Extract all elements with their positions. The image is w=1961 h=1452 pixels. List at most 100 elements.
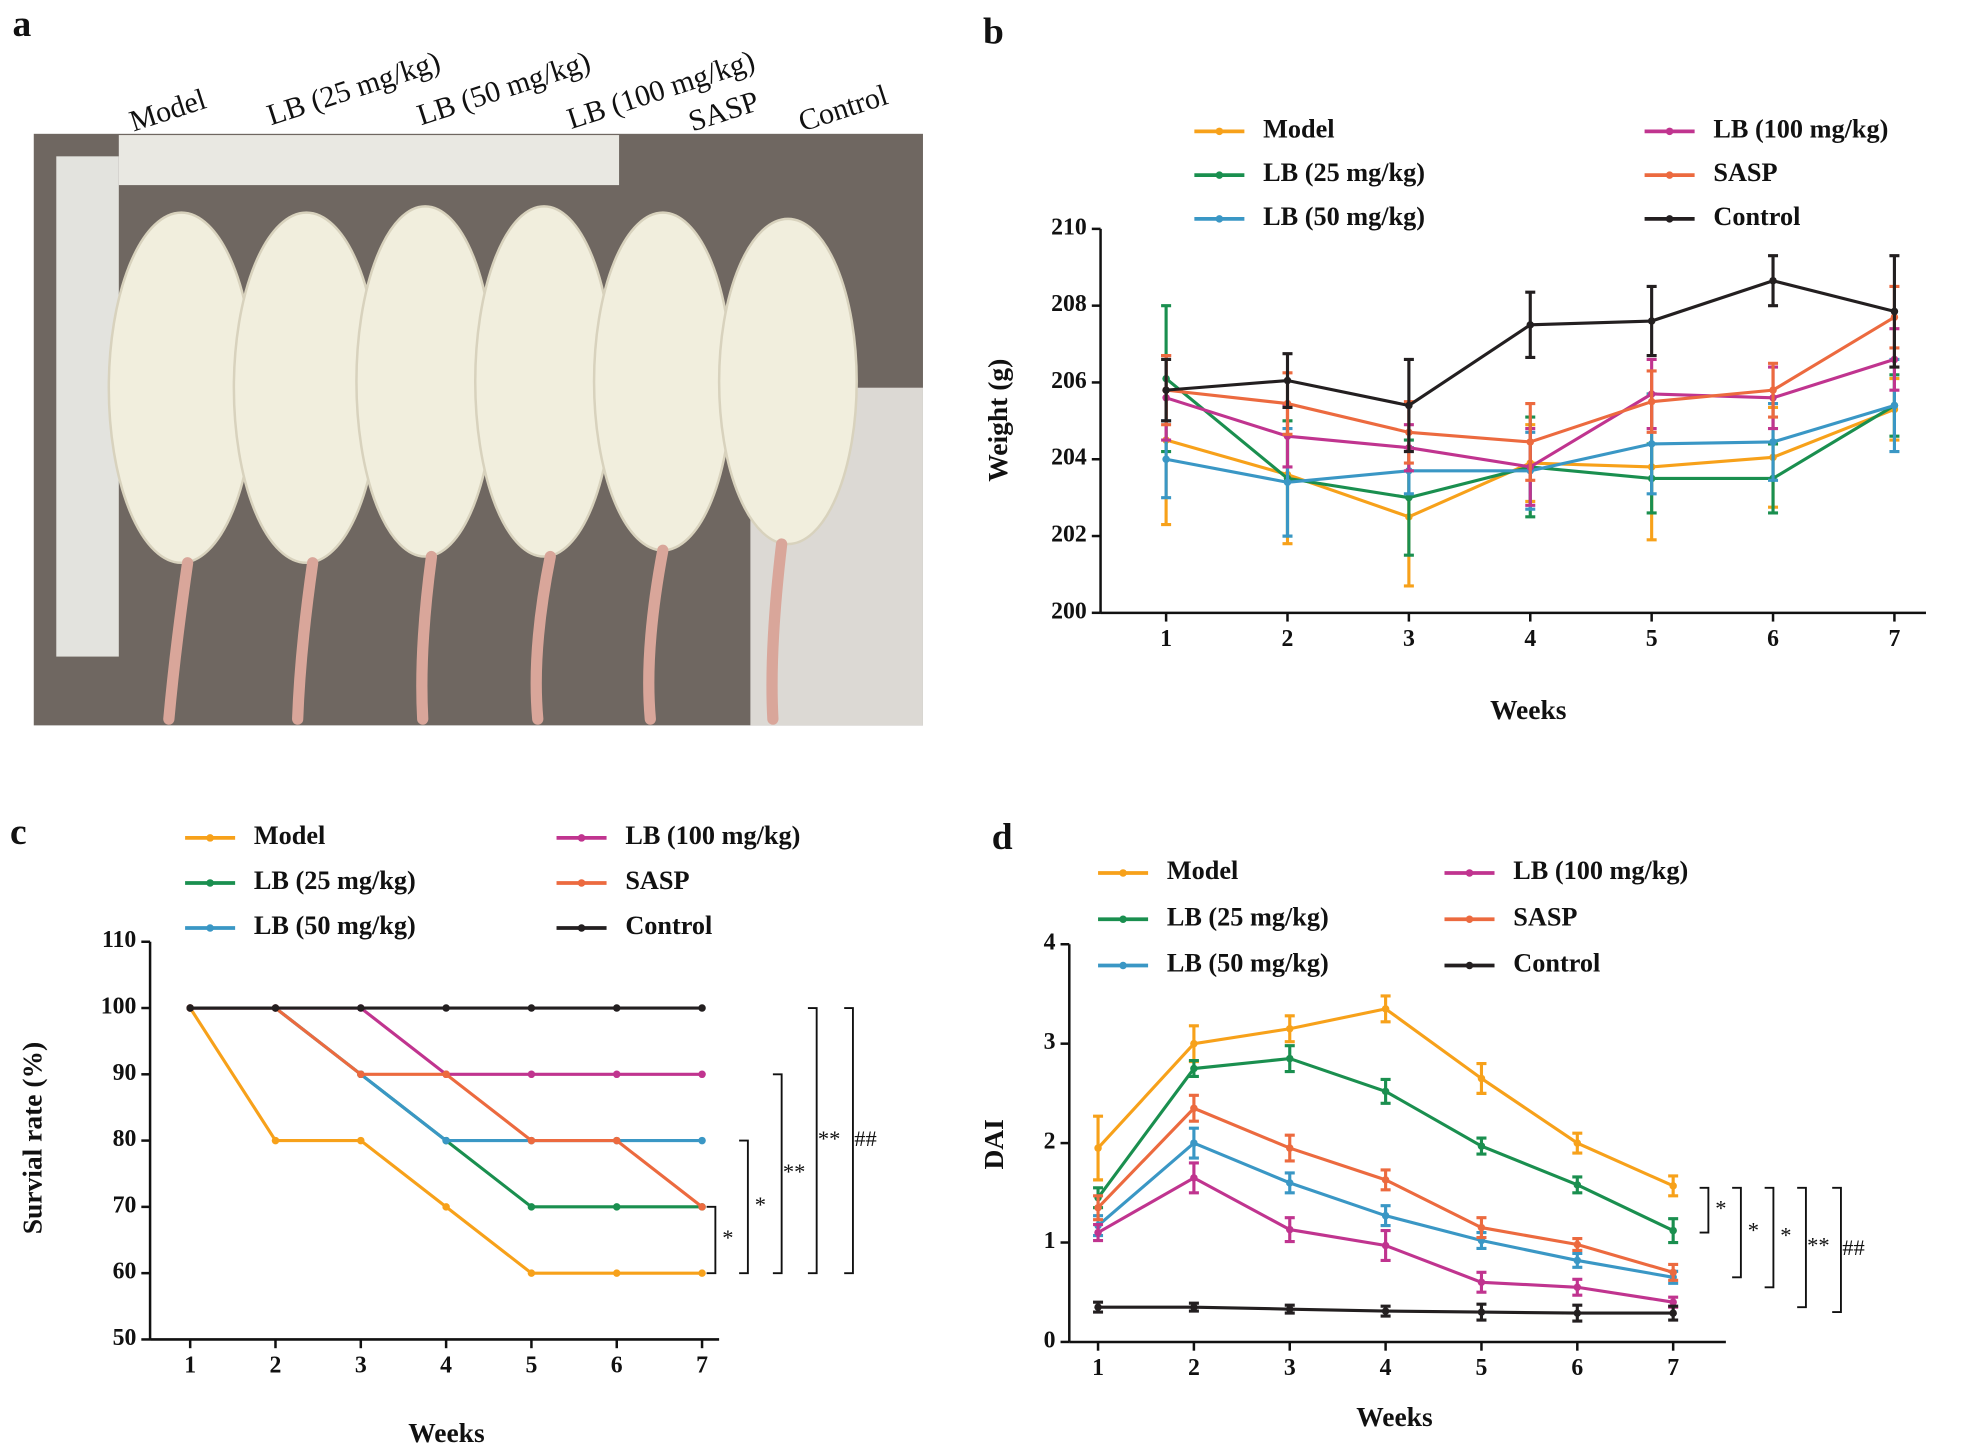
y-tick-label: 110 — [102, 927, 136, 953]
data-point — [1573, 1139, 1582, 1147]
series-line — [190, 1006, 704, 1209]
y-tick-label: 202 — [1051, 521, 1087, 547]
y-tick-label: 2 — [1044, 1129, 1056, 1155]
significance-bracket — [807, 1007, 818, 1275]
data-point — [1573, 1309, 1582, 1317]
data-point — [612, 1004, 621, 1012]
significance-label: * — [755, 1192, 766, 1217]
y-axis-label: Survial rate (%) — [16, 1042, 47, 1234]
rat — [592, 211, 733, 552]
tail — [766, 538, 788, 725]
y-tick-label: 90 — [113, 1060, 137, 1086]
y-tick-label: 50 — [113, 1325, 137, 1351]
data-point — [1477, 1223, 1486, 1232]
x-tick-label: 4 — [1380, 1355, 1392, 1381]
data-point — [1190, 1139, 1198, 1147]
photo — [33, 133, 923, 726]
legend-marker — [1215, 127, 1224, 136]
data-point — [1405, 401, 1413, 410]
significance-bracket — [739, 1139, 749, 1275]
x-tick-label: 6 — [1767, 626, 1779, 652]
legend-marker — [1465, 961, 1474, 970]
data-point — [271, 1136, 280, 1145]
data-point — [527, 1269, 536, 1277]
legend-label: Control — [625, 911, 712, 940]
significance-bracket — [1832, 1186, 1842, 1314]
x-tick-label: 1 — [1092, 1355, 1104, 1381]
significance-label: * — [1748, 1218, 1759, 1243]
data-point — [1190, 1039, 1198, 1048]
significance-bracket — [1699, 1186, 1710, 1234]
data-point — [1381, 1087, 1390, 1096]
series-line — [190, 1006, 703, 1076]
data-point — [1573, 1181, 1582, 1189]
significance-label: ** — [783, 1159, 806, 1184]
data-point — [1381, 1307, 1390, 1315]
legend-label: SASP — [1713, 158, 1777, 187]
data-point — [1890, 401, 1899, 410]
legend-label: LB (50 mg/kg) — [254, 911, 416, 940]
legend-label: LB (50 mg/kg) — [1167, 949, 1329, 978]
data-point — [1477, 1074, 1486, 1083]
y-tick-label: 3 — [1044, 1029, 1056, 1055]
rat — [473, 205, 615, 558]
legend-label: LB (25 mg/kg) — [1167, 902, 1329, 931]
x-tick-label: 6 — [1571, 1355, 1583, 1381]
y-tick-label: 210 — [1051, 214, 1087, 240]
data-point — [1669, 1268, 1677, 1277]
legend-label: Model — [1167, 856, 1238, 885]
x-tick-label: 7 — [1667, 1355, 1679, 1381]
ruler — [118, 135, 620, 186]
photo-caption: Model — [125, 83, 210, 139]
data-point — [527, 1136, 536, 1145]
legend-marker — [577, 879, 586, 887]
legend-label: LB (50 mg/kg) — [1263, 202, 1425, 231]
tail — [416, 550, 438, 725]
data-point — [612, 1070, 621, 1079]
data-point — [612, 1136, 621, 1145]
data-point — [1094, 1144, 1102, 1152]
data-point — [1769, 386, 1777, 394]
data-point — [186, 1004, 194, 1012]
y-tick-label: 60 — [113, 1259, 137, 1285]
y-tick-label: 70 — [113, 1192, 137, 1218]
data-point — [442, 1070, 450, 1079]
data-point — [1647, 397, 1656, 406]
legend-marker — [1665, 215, 1674, 223]
data-point — [1526, 321, 1535, 329]
data-point — [357, 1136, 365, 1145]
significance-label: * — [722, 1225, 733, 1250]
data-point — [1286, 1225, 1294, 1234]
significance-bracket — [1797, 1186, 1807, 1309]
x-tick-label: 5 — [525, 1352, 537, 1378]
data-point — [1190, 1303, 1198, 1311]
significance-label: ** — [818, 1126, 841, 1151]
significance-label: ## — [1842, 1235, 1865, 1260]
data-point — [357, 1004, 365, 1012]
data-point — [1405, 493, 1413, 502]
data-point — [442, 1136, 450, 1145]
tail — [643, 544, 669, 725]
legend-marker — [577, 834, 586, 842]
significance-label: ## — [854, 1126, 877, 1151]
y-tick-label: 208 — [1051, 291, 1087, 317]
data-point — [1769, 276, 1777, 285]
legend-marker — [1665, 127, 1674, 136]
x-axis-label: Weeks — [1490, 694, 1567, 725]
legend-label: LB (100 mg/kg) — [625, 821, 800, 850]
rat — [107, 211, 256, 565]
data-point — [1286, 1024, 1294, 1033]
x-tick-label: 4 — [1524, 626, 1536, 652]
legend-marker — [1119, 961, 1127, 970]
panel-label: c — [10, 812, 27, 853]
data-point — [1477, 1278, 1486, 1287]
legend-marker — [206, 879, 214, 887]
data-point — [1286, 1054, 1294, 1063]
significance-label: * — [1715, 1195, 1726, 1220]
y-tick-label: 100 — [101, 993, 137, 1019]
data-point — [1526, 438, 1535, 446]
y-axis-label: DAI — [978, 1119, 1009, 1169]
data-point — [1669, 1298, 1677, 1306]
data-point — [698, 1136, 706, 1145]
